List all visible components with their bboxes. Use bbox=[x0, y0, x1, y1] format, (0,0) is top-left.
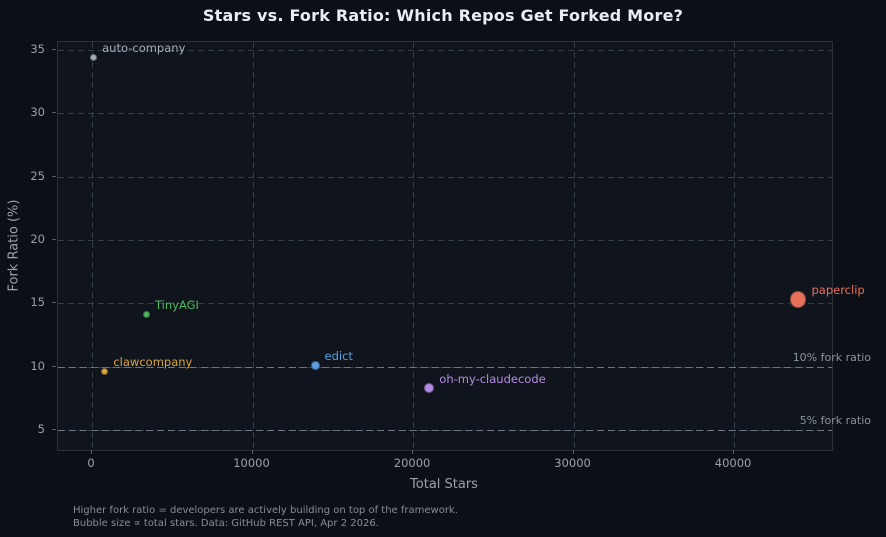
data-point-label-oh-my-claudecode: oh-my-claudecode bbox=[439, 371, 546, 386]
x-tick-mark-40000 bbox=[733, 450, 735, 454]
data-point-paperclip bbox=[790, 291, 807, 308]
x-tick-mark-10000 bbox=[251, 450, 253, 454]
data-point-TinyAGI bbox=[143, 311, 150, 319]
x-tick-mark-30000 bbox=[572, 450, 574, 454]
plot-area: auto-company TinyAGI clawcompany edict oh-my… bbox=[57, 41, 865, 451]
reference-line-10pct bbox=[58, 366, 832, 368]
caption-line-2: Bubble size ∝ total stars. Data: GitHub … bbox=[73, 518, 379, 529]
gridline-y-25 bbox=[58, 176, 832, 178]
x-tick-mark-20000 bbox=[412, 450, 414, 454]
y-tick-mark-5 bbox=[52, 428, 56, 430]
y-tick-label-10: 10 bbox=[30, 358, 45, 373]
x-tick-label-10000: 10000 bbox=[233, 456, 270, 470]
gridline-x-0 bbox=[92, 42, 94, 450]
data-point-label-paperclip: paperclip bbox=[811, 283, 865, 298]
x-tick-label-0: 0 bbox=[87, 456, 95, 470]
x-tick-label-40000: 40000 bbox=[714, 456, 752, 470]
data-point-auto-company bbox=[90, 54, 98, 62]
gridline-x-40000 bbox=[734, 42, 736, 450]
gridline-y-30 bbox=[58, 113, 832, 115]
y-tick-label-30: 30 bbox=[30, 105, 45, 120]
y-tick-mark-25 bbox=[52, 175, 56, 177]
chart-caption: Higher fork ratio = developers are activ… bbox=[73, 504, 458, 530]
y-tick-mark-35 bbox=[52, 48, 56, 50]
y-tick-label-15: 15 bbox=[30, 295, 45, 310]
data-point-label-edict: edict bbox=[324, 348, 353, 363]
y-tick-label-25: 25 bbox=[30, 168, 45, 183]
y-tick-label-5: 5 bbox=[37, 421, 45, 436]
x-tick-label-20000: 20000 bbox=[393, 456, 431, 470]
y-tick-mark-20 bbox=[52, 238, 56, 240]
x-axis-label: Total Stars bbox=[410, 477, 478, 492]
reference-line-label-5pct: 5% fork ratio bbox=[799, 413, 871, 427]
data-point-edict bbox=[310, 360, 320, 370]
caption-line-1: Higher fork ratio = developers are activ… bbox=[73, 505, 458, 516]
gridline-y-35 bbox=[58, 49, 832, 51]
gridline-x-20000 bbox=[413, 42, 415, 450]
gridline-x-30000 bbox=[573, 42, 575, 450]
data-point-oh-my-claudecode bbox=[423, 382, 435, 394]
reference-line-5pct bbox=[58, 429, 832, 431]
y-tick-label-20: 20 bbox=[30, 231, 45, 246]
gridline-x-10000 bbox=[252, 42, 254, 450]
data-point-label-auto-company: auto-company bbox=[102, 41, 186, 56]
data-point-clawcompany bbox=[101, 368, 109, 376]
y-tick-mark-30 bbox=[52, 112, 56, 114]
y-tick-mark-15 bbox=[52, 302, 56, 304]
data-point-label-clawcompany: clawcompany bbox=[113, 355, 193, 370]
chart-title: Stars vs. Fork Ratio: Which Repos Get Fo… bbox=[202, 6, 684, 25]
y-tick-mark-10 bbox=[52, 365, 56, 367]
gridline-y-15 bbox=[58, 303, 832, 305]
data-point-label-TinyAGI: TinyAGI bbox=[155, 298, 199, 313]
x-tick-mark-0 bbox=[91, 450, 93, 454]
gridline-y-20 bbox=[58, 239, 832, 241]
reference-line-label-10pct: 10% fork ratio bbox=[792, 350, 871, 364]
x-tick-label-30000: 30000 bbox=[554, 456, 591, 470]
y-tick-label-35: 35 bbox=[30, 41, 45, 56]
